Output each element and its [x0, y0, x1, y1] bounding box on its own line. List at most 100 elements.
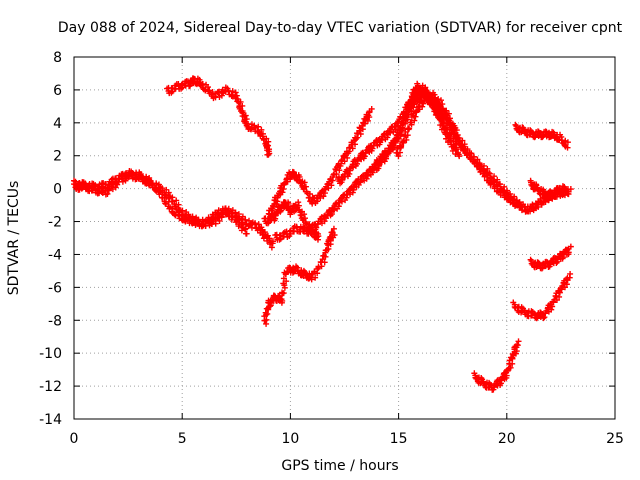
data-point: [346, 170, 353, 177]
data-point: [391, 138, 398, 145]
data-point: [396, 149, 403, 156]
data-point: [206, 87, 213, 94]
data-point: [504, 366, 511, 373]
data-point: [331, 231, 338, 238]
data-point: [541, 314, 548, 321]
data-point: [494, 183, 501, 190]
data-point: [336, 167, 343, 174]
series-track-3: [164, 75, 273, 158]
data-point: [263, 305, 270, 312]
x-axis-label: GPS time / hours: [281, 458, 398, 474]
data-point: [153, 182, 160, 189]
data-point: [410, 97, 417, 104]
data-point: [564, 139, 571, 146]
data-point: [297, 212, 304, 219]
data-point: [228, 212, 235, 219]
data-point: [199, 80, 206, 87]
data-point: [125, 172, 132, 179]
axis-ticks: [73, 56, 616, 420]
data-point: [263, 311, 270, 318]
data-point: [468, 150, 475, 157]
data-point: [459, 137, 466, 144]
data-point: [535, 203, 542, 210]
data-point: [344, 154, 351, 161]
data-point: [189, 215, 196, 222]
data-point: [258, 226, 265, 233]
data-point: [246, 217, 253, 224]
data-point: [561, 284, 568, 291]
y-tick-label: 6: [53, 83, 62, 99]
data-point: [303, 188, 310, 195]
data-point: [411, 117, 418, 124]
data-point: [521, 307, 528, 314]
data-point: [421, 98, 428, 105]
data-point: [88, 184, 95, 191]
data-point: [325, 245, 332, 252]
data-point: [306, 191, 313, 198]
data-point: [163, 194, 170, 201]
data-point: [567, 243, 574, 250]
data-point: [563, 188, 570, 195]
data-point: [263, 316, 270, 323]
data-point: [542, 310, 549, 317]
data-point: [301, 211, 308, 218]
data-point: [478, 162, 485, 169]
data-point: [407, 119, 414, 126]
data-point: [92, 182, 99, 189]
data-point: [258, 126, 265, 133]
data-point: [143, 173, 150, 180]
data-point: [321, 186, 328, 193]
data-point: [322, 185, 329, 192]
y-tick-label: -2: [48, 215, 62, 231]
data-point: [330, 171, 337, 178]
data-point: [272, 212, 279, 219]
grid-lines: [74, 57, 615, 419]
data-point: [553, 297, 560, 304]
data-point: [565, 191, 572, 198]
data-point: [494, 176, 501, 183]
data-point: [534, 184, 541, 191]
data-point: [413, 109, 420, 116]
data-point: [504, 191, 511, 198]
y-axis-label: SDTVAR / TECUs: [6, 181, 22, 296]
y-tick-label: -4: [48, 247, 62, 263]
data-point: [399, 120, 406, 127]
data-point: [281, 284, 288, 291]
data-point: [440, 105, 447, 112]
data-point: [268, 207, 275, 214]
data-point: [450, 141, 457, 148]
data-point: [403, 116, 410, 123]
data-point: [362, 120, 369, 127]
data-point: [279, 297, 286, 304]
data-point: [445, 110, 452, 117]
data-point: [455, 149, 462, 156]
data-point: [181, 82, 188, 89]
x-tick-labels: 0 5 10 15 20 25: [70, 431, 624, 447]
series-track-11: [512, 121, 571, 151]
data-point: [564, 144, 571, 151]
y-tick-label: -6: [48, 280, 62, 296]
data-point: [108, 178, 115, 185]
data-point: [395, 153, 402, 160]
data-point: [279, 289, 286, 296]
data-point: [400, 139, 407, 146]
data-point: [486, 170, 493, 177]
data-point: [78, 183, 85, 190]
data-point: [500, 189, 507, 196]
data-point: [368, 105, 375, 112]
y-tick-label: -12: [39, 379, 62, 395]
x-tick-label: 10: [281, 431, 299, 447]
data-point: [267, 214, 274, 221]
data-point: [394, 145, 401, 152]
data-point: [500, 373, 507, 380]
data-point: [453, 146, 460, 153]
data-point: [315, 264, 322, 271]
data-point: [105, 182, 112, 189]
data-point: [266, 235, 273, 242]
data-point: [265, 151, 272, 158]
data-point: [317, 194, 324, 201]
x-tick-label: 20: [498, 431, 516, 447]
data-point: [443, 107, 450, 114]
series-track-10: [393, 89, 522, 210]
